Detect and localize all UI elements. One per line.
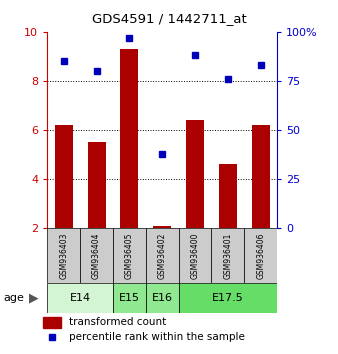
Bar [55,125,73,228]
Bar [80,228,113,283]
Bar [219,165,237,228]
Bar [47,283,113,313]
Bar [88,142,105,228]
Bar [120,49,139,228]
Bar [212,228,244,283]
Text: transformed count: transformed count [69,318,167,327]
Text: GSM936406: GSM936406 [256,233,265,279]
Text: GSM936400: GSM936400 [191,233,199,279]
Text: E14: E14 [70,293,91,303]
Bar [43,317,61,328]
Bar [252,125,270,228]
Bar [244,228,277,283]
Text: GSM936403: GSM936403 [59,233,68,279]
Bar [47,228,80,283]
Bar [146,283,179,313]
Text: E16: E16 [152,293,173,303]
Text: age: age [3,293,24,303]
Bar [186,120,204,228]
Bar [179,283,277,313]
Text: E15: E15 [119,293,140,303]
Bar [146,228,179,283]
Text: percentile rank within the sample: percentile rank within the sample [69,332,245,342]
Text: E17.5: E17.5 [212,293,244,303]
Bar [113,228,146,283]
Text: GSM936405: GSM936405 [125,233,134,279]
Text: ▶: ▶ [29,292,39,305]
Text: GSM936404: GSM936404 [92,233,101,279]
Bar [153,226,171,228]
Text: GSM936401: GSM936401 [223,233,233,279]
Bar [179,228,212,283]
Text: GDS4591 / 1442711_at: GDS4591 / 1442711_at [92,12,246,25]
Text: GSM936402: GSM936402 [158,233,167,279]
Bar [113,283,146,313]
